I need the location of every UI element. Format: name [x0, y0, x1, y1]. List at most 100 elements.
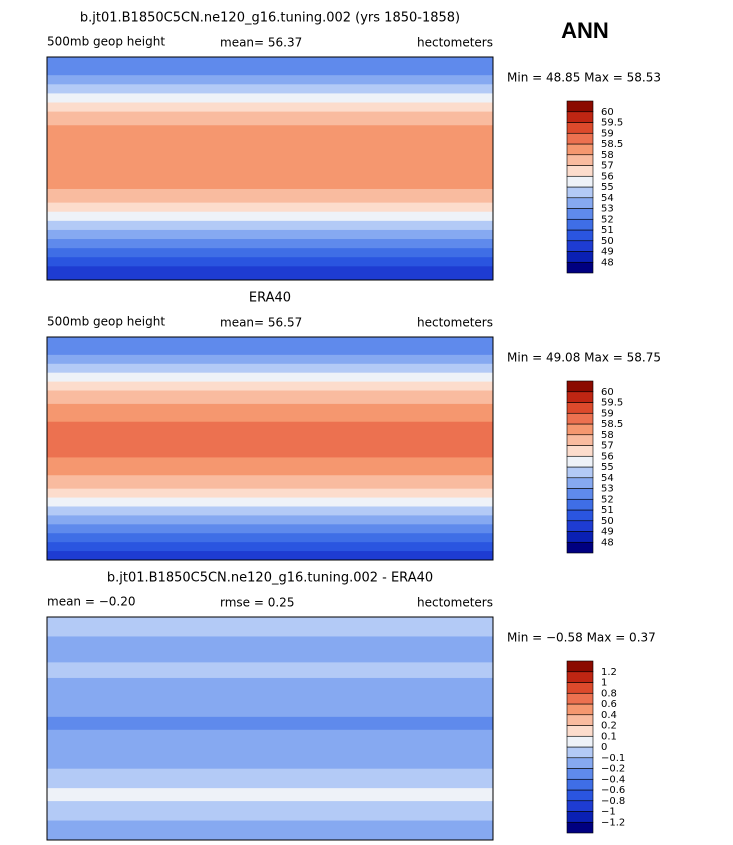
colorbar-box — [566, 768, 594, 780]
map-band — [47, 515, 493, 525]
map-band — [47, 337, 493, 356]
map-band — [47, 677, 493, 718]
map-band — [47, 354, 493, 365]
map-band — [47, 248, 493, 258]
map-band — [47, 768, 493, 789]
stat-label: rmse = 0.25 — [220, 596, 294, 610]
colorbar-label: 57 — [601, 441, 614, 452]
colorbar-box — [566, 154, 594, 166]
colorbar-label: 52 — [601, 214, 614, 225]
colorbar-box — [566, 488, 594, 500]
colorbar-box — [566, 186, 594, 199]
map-band — [47, 457, 493, 476]
colorbar-box — [566, 391, 594, 403]
colorbar-box — [566, 100, 594, 113]
map-band — [47, 125, 493, 190]
colorbar-label: −1 — [601, 807, 616, 818]
colorbar-box — [566, 165, 594, 177]
colorbar-label: −0.2 — [601, 764, 625, 775]
map-band — [47, 390, 493, 405]
colorbar-box — [566, 714, 594, 726]
colorbar-box — [566, 229, 594, 242]
map-band — [47, 551, 493, 561]
colorbar-box — [566, 412, 594, 425]
colorbar-box — [566, 251, 594, 263]
colorbar-label: 0.8 — [601, 688, 617, 699]
colorbar-label: 54 — [601, 473, 614, 484]
colorbar-box — [566, 757, 594, 769]
colorbar-box — [566, 703, 594, 716]
colorbar-box — [566, 132, 594, 145]
colorbar-box — [566, 746, 594, 759]
colorbar-box — [566, 423, 594, 436]
colorbar-box — [566, 143, 594, 156]
map-band — [47, 403, 493, 423]
map-band — [47, 229, 493, 240]
colorbar-label: 0.1 — [601, 731, 617, 742]
map-band — [47, 93, 493, 104]
map-band — [47, 820, 493, 841]
map-band — [47, 617, 493, 637]
colorbar-label: 49 — [601, 247, 614, 258]
map-band — [47, 788, 493, 802]
colorbar-box — [566, 455, 594, 468]
colorbar-box — [566, 509, 594, 522]
map-band — [47, 662, 493, 679]
colorbar-label: 49 — [601, 527, 614, 538]
min-max: Min = 48.85 Max = 58.53 — [507, 71, 661, 85]
map-frame — [46, 616, 494, 841]
stat-label: mean= 56.57 — [220, 316, 302, 330]
map-band — [47, 220, 493, 231]
colorbar-label: 60 — [601, 387, 614, 398]
colorbar-label: 59 — [601, 128, 614, 139]
colorbar-box — [566, 682, 594, 694]
colorbar-box — [566, 778, 594, 791]
colorbar-label: 52 — [601, 494, 614, 505]
colorbar-box — [566, 240, 594, 252]
colorbar-label: −0.1 — [601, 753, 625, 764]
map-frame — [46, 56, 494, 281]
colorbar-box — [566, 402, 594, 414]
map-band — [47, 257, 493, 267]
colorbar-box — [566, 531, 594, 543]
colorbar-label: 58.5 — [601, 419, 623, 430]
left-label: 500mb geop height — [47, 315, 165, 329]
colorbar-box — [566, 197, 594, 209]
map-band — [47, 497, 493, 507]
stat-label: mean= 56.37 — [220, 36, 302, 50]
colorbar-box — [566, 122, 594, 134]
colorbar-label: 53 — [601, 204, 614, 215]
units-label: hectometers — [417, 36, 493, 50]
map-band — [47, 202, 493, 213]
colorbar-label: −0.6 — [601, 785, 625, 796]
colorbar-box — [566, 821, 594, 834]
colorbar-label: 59.5 — [601, 118, 623, 129]
colorbar-box — [566, 218, 594, 231]
colorbar-label: −0.4 — [601, 774, 625, 785]
colorbar-label: 0.6 — [601, 699, 617, 710]
map-band — [47, 421, 493, 458]
colorbar-label: −1.2 — [601, 817, 625, 828]
min-max: Min = −0.58 Max = 0.37 — [507, 631, 656, 645]
colorbar-label: 50 — [601, 236, 614, 247]
colorbar-label: 0 — [601, 742, 607, 753]
colorbar-label: 48 — [601, 537, 614, 548]
colorbar-label: 48 — [601, 257, 614, 268]
map-band — [47, 716, 493, 731]
colorbar-label: 56 — [601, 451, 614, 462]
colorbar-label: 60 — [601, 107, 614, 118]
colorbar-box — [566, 175, 594, 188]
colorbar-label: 50 — [601, 516, 614, 527]
colorbar-label: 58 — [601, 150, 614, 161]
colorbar-box — [566, 380, 594, 393]
map-band — [47, 506, 493, 516]
colorbar-box — [566, 520, 594, 532]
colorbar-label: 57 — [601, 161, 614, 172]
colorbar-box — [566, 789, 594, 802]
colorbar-label: 51 — [601, 225, 614, 236]
colorbar-label: 58.5 — [601, 139, 623, 150]
colorbar-box — [566, 671, 594, 683]
map-band — [47, 266, 493, 281]
map-band — [47, 363, 493, 374]
